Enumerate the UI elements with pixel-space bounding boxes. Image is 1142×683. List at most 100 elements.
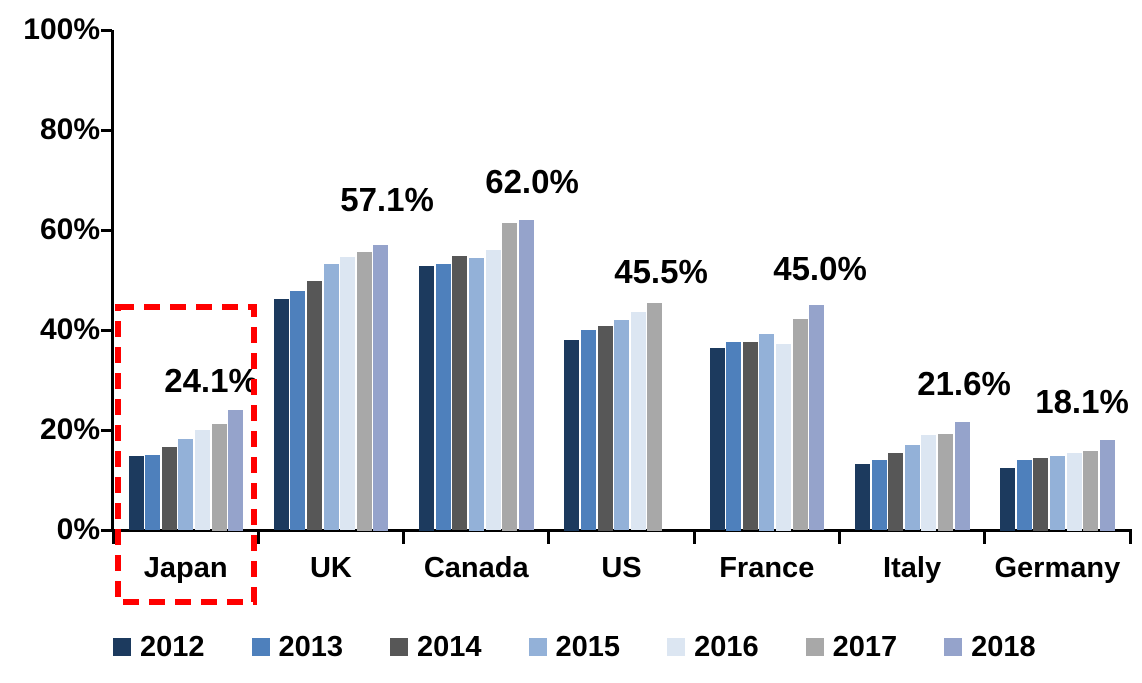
legend-label: 2015	[555, 631, 621, 663]
category-label-italy: Italy	[883, 552, 942, 584]
legend-label: 2017	[832, 631, 898, 663]
bar-japan-2013	[145, 455, 160, 530]
x-tick-mark	[1128, 530, 1132, 544]
bar-italy-2012	[855, 464, 870, 530]
bar-canada-2017	[502, 223, 517, 531]
y-tick-mark	[101, 228, 112, 232]
legend-swatch	[805, 638, 824, 656]
category-label-uk: UK	[309, 552, 352, 584]
bar-france-2015	[759, 334, 774, 531]
bar-germany-2013	[1017, 460, 1032, 530]
legend-item-2015: 2015	[528, 631, 621, 663]
y-tick-label: 60%	[39, 213, 100, 246]
y-tick-mark	[101, 28, 112, 32]
bar-us-2013	[581, 330, 596, 530]
legend-item-2016: 2016	[667, 631, 759, 663]
bar-uk-2018	[373, 245, 388, 531]
legend: 2012 2013 2014 2015 2016 2017 2018	[113, 631, 1036, 663]
category-label-france: France	[719, 552, 815, 584]
legend-label: 2014	[417, 631, 482, 663]
legend-label: 2018	[971, 631, 1036, 663]
bar-us-2015	[614, 320, 629, 530]
bar-uk-2015	[324, 264, 339, 530]
bar-italy-2015	[905, 445, 920, 530]
legend-label: 2012	[140, 631, 205, 663]
x-tick-mark	[256, 530, 260, 544]
bar-germany-2016	[1067, 453, 1082, 531]
bar-us-2017	[647, 303, 662, 531]
y-axis-line	[111, 30, 114, 532]
x-tick-mark	[402, 530, 406, 544]
legend-swatch	[390, 638, 409, 656]
bar-canada-2016	[486, 250, 501, 530]
bar-germany-2015	[1050, 456, 1065, 530]
x-tick-mark	[837, 530, 841, 544]
bar-canada-2012	[419, 266, 434, 531]
bar-uk-2016	[340, 257, 355, 530]
data-label-italy: 21.6%	[917, 365, 1011, 402]
bar-italy-2014	[888, 453, 903, 531]
bar-italy-2018	[955, 422, 970, 530]
data-label-germany: 18.1%	[1035, 383, 1129, 420]
y-tick-label: 100%	[23, 13, 100, 46]
bar-canada-2013	[436, 264, 451, 530]
bar-uk-2014	[307, 281, 322, 530]
y-tick-label: 80%	[39, 113, 100, 146]
y-tick-label: 40%	[39, 313, 100, 346]
data-label-japan: 24.1%	[164, 362, 258, 399]
bar-japan-2014	[162, 447, 177, 530]
data-label-uk: 57.1%	[340, 181, 434, 218]
legend-item-2013: 2013	[251, 631, 344, 663]
bar-italy-2017	[938, 434, 953, 531]
y-tick-mark	[101, 528, 112, 532]
bar-us-2012	[564, 340, 579, 531]
legend-label: 2013	[278, 631, 344, 663]
bar-france-2018	[809, 305, 824, 530]
x-tick-mark	[983, 530, 987, 544]
x-axis-line	[111, 529, 1132, 532]
legend-item-2014: 2014	[390, 631, 482, 663]
bar-uk-2013	[290, 291, 305, 530]
legend-swatch	[944, 638, 963, 656]
bar-france-2012	[710, 348, 725, 530]
legend-item-2018: 2018	[944, 631, 1036, 663]
category-label-canada: Canada	[423, 552, 529, 584]
bar-japan-2017	[212, 424, 227, 531]
bar-italy-2013	[872, 460, 887, 530]
bar-france-2014	[743, 342, 758, 530]
category-label-us: US	[601, 552, 642, 584]
bar-canada-2014	[452, 256, 467, 530]
bar-uk-2012	[274, 299, 289, 530]
legend-label: 2016	[694, 631, 759, 663]
bar-france-2017	[793, 319, 808, 530]
x-tick-mark	[111, 530, 115, 544]
bar-us-2014	[598, 326, 613, 531]
bar-canada-2015	[469, 258, 484, 531]
legend-item-2017: 2017	[805, 631, 898, 663]
bar-france-2016	[776, 344, 791, 531]
data-label-france: 45.0%	[773, 250, 867, 287]
bar-japan-2018	[228, 410, 243, 531]
y-tick-mark	[101, 428, 112, 432]
legend-swatch	[528, 638, 547, 656]
data-label-us: 45.5%	[614, 253, 708, 290]
bar-germany-2014	[1033, 458, 1048, 531]
legend-swatch	[251, 638, 270, 656]
y-tick-label: 20%	[39, 413, 100, 446]
bar-japan-2016	[195, 430, 210, 530]
y-tick-mark	[101, 128, 112, 132]
legend-item-2012: 2012	[113, 631, 205, 663]
x-tick-mark	[692, 530, 696, 544]
bar-germany-2017	[1083, 451, 1098, 531]
data-label-canada: 62.0%	[485, 163, 579, 200]
bar-germany-2018	[1100, 440, 1115, 531]
bar-us-2016	[631, 312, 646, 530]
y-tick-mark	[101, 328, 112, 332]
legend-swatch	[113, 638, 131, 656]
bar-canada-2018	[519, 220, 534, 530]
bar-uk-2017	[357, 252, 372, 531]
y-tick-label: 0%	[56, 513, 100, 546]
bar-japan-2015	[178, 439, 193, 530]
bar-japan-2012	[129, 456, 144, 530]
